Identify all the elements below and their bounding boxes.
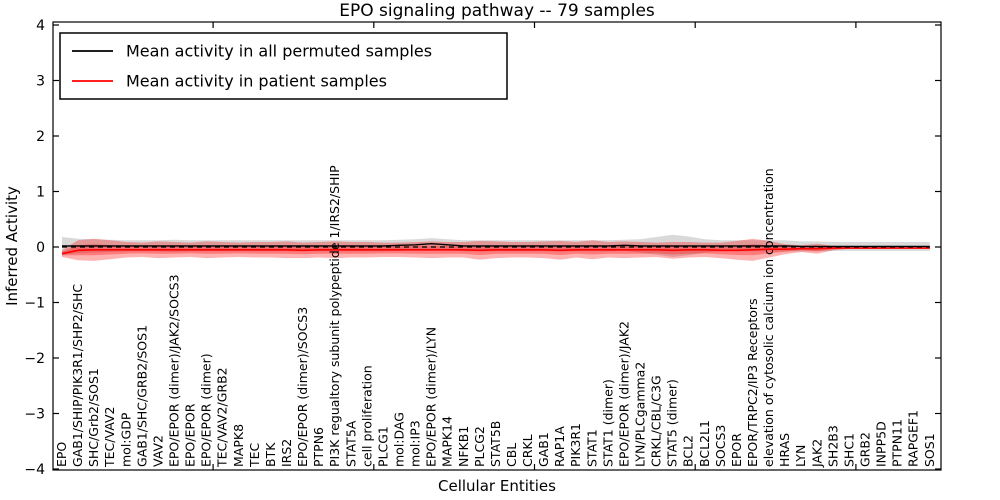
category-label: HRAS	[777, 433, 792, 467]
plot-frame	[52, 21, 942, 471]
category-label: GAB1	[536, 432, 551, 467]
category-label: mol:GDP	[118, 412, 133, 467]
axes: 4 3 2 1 0 −1 −2 −3 −4	[24, 18, 942, 478]
category-label: MAPK8	[231, 424, 246, 467]
Mean-activity-in-all-permuted-samples-line	[62, 242, 930, 248]
y-tick-label: −3	[24, 406, 45, 422]
Mean-activity-in-patient-samples-line	[61, 247, 930, 255]
y-tick-label: −2	[24, 351, 45, 367]
category-label: TEC/VAV2	[102, 407, 117, 468]
category-label: PLCG1	[375, 426, 390, 467]
category-label: EPO/EPOR (dimer)/JAK2/SOCS3	[167, 274, 182, 467]
category-label: BCL2	[681, 435, 696, 467]
y-tick-label: 2	[36, 129, 45, 145]
category-label: GRB2	[858, 432, 873, 467]
category-label: STAT1	[584, 429, 599, 467]
category-label: GAB1/SHIP/PIK3R1/SHP2/SHC	[70, 284, 85, 467]
category-label: TEC	[247, 442, 262, 468]
category-label: MAPK14	[440, 416, 455, 467]
category-label: mol:DAG	[392, 412, 407, 467]
category-label: PLCG2	[472, 426, 487, 467]
legend-label: Mean activity in all permuted samples	[126, 42, 432, 61]
category-label: PTPN6	[311, 427, 326, 467]
legend-label: Mean activity in patient samples	[126, 72, 387, 91]
category-label: SH2B3	[825, 425, 840, 467]
category-label: VAV2	[150, 435, 165, 467]
category-label: PIK3R1	[568, 423, 583, 467]
category-label: EPO/EPOR (dimer)/JAK2	[617, 321, 632, 467]
std-bands	[62, 234, 930, 261]
category-label: STAT5A	[343, 420, 358, 467]
category-label: CRKL	[520, 434, 535, 467]
category-label: NFKB1	[456, 426, 471, 467]
category-label: EPO/EPOR (dimer)	[199, 353, 214, 467]
category-label: BCL2L1	[697, 420, 712, 467]
category-label: SHC/Grb2/SOS1	[86, 368, 101, 467]
y-tick-label: 1	[36, 184, 45, 200]
mean-lines	[61, 242, 930, 255]
category-label: CRKL/CBL/C3G	[649, 375, 664, 467]
category-label: EPOR	[729, 433, 744, 467]
category-label: JAK2	[809, 439, 824, 468]
category-label: BTK	[263, 442, 278, 467]
category-label: PTPN11	[890, 419, 905, 467]
category-label: SOCS3	[713, 425, 728, 467]
category-label: CBL	[504, 443, 519, 467]
chart-title: EPO signaling pathway -- 79 samples	[339, 1, 655, 21]
category-label: STAT5 (dimer)	[665, 379, 680, 467]
x-axis-label: Cellular Entities	[438, 477, 556, 495]
category-label: STAT5B	[488, 421, 503, 467]
category-label: EPO/EPOR	[183, 403, 198, 467]
category-label: LYN	[793, 445, 808, 467]
category-label: STAT1 (dimer)	[600, 379, 615, 467]
category-label: EPO/EPOR (dimer)/LYN	[424, 327, 439, 467]
category-label: elevation of cytosolic calcium ion conce…	[761, 168, 776, 467]
category-label: INPP5D	[874, 421, 889, 467]
category-label: TEC/VAV2/GRB2	[215, 367, 230, 468]
category-label: LYN/PLCgamma2	[633, 362, 648, 467]
category-label: EPOR/TRPC2/IP3 Receptors	[745, 298, 760, 467]
y-tick-label: 0	[36, 240, 45, 256]
y-tick-label: 3	[36, 73, 45, 89]
category-label: PI3K regualtory subunit polypeptide 1/IR…	[327, 165, 342, 467]
y-tick-label: −1	[24, 295, 45, 311]
x-category-labels: EPO GAB1/SHIP/PIK3R1/SHP2/SHC SHC/Grb2/SOS…	[54, 165, 937, 468]
category-label: cell proliferation	[359, 365, 374, 467]
legend-box	[59, 32, 508, 100]
category-label: SOS1	[922, 433, 937, 467]
y-tick-label: 4	[36, 18, 45, 34]
category-label: RAPGEF1	[906, 410, 921, 467]
category-label: SHC1	[841, 433, 856, 467]
category-label: IRS2	[279, 439, 294, 467]
category-label: GAB1/SHC/GRB2/SOS1	[134, 325, 149, 467]
category-label: EPO	[54, 442, 69, 467]
legend: Mean activity in all permuted samples Mea…	[59, 32, 508, 100]
category-label: RAP1A	[552, 426, 567, 467]
category-label: EPO/EPOR (dimer)/SOCS3	[295, 307, 310, 467]
y-tick-label: −4	[24, 462, 45, 478]
category-label: mol:IP3	[408, 420, 423, 467]
